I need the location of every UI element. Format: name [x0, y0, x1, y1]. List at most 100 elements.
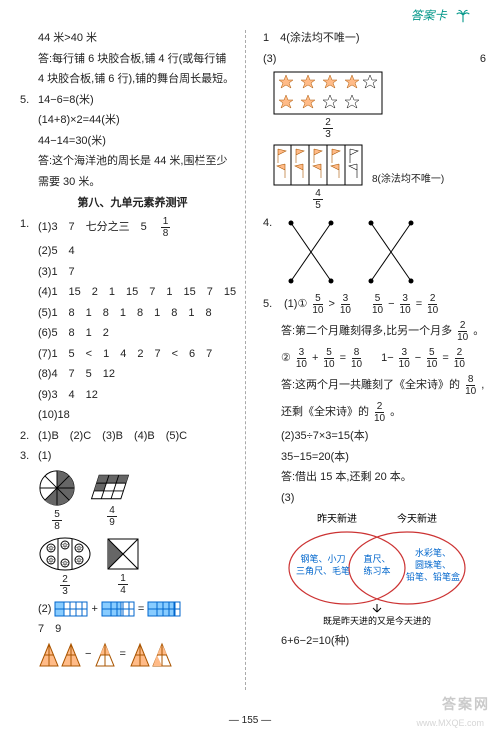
text: 答:借出 15 本,还剩 20 本。 [263, 469, 486, 486]
venn-m2: 练习本 [363, 565, 390, 576]
flags-box: 45 [273, 144, 363, 211]
text: (9)3 4 12 [20, 387, 245, 404]
text: (5)1 8 1 8 1 8 1 8 1 8 [20, 305, 245, 322]
num: 5. [263, 296, 281, 313]
text: 35−15=20(本) [263, 449, 486, 466]
num: 3. [20, 448, 38, 465]
fraction: 58 [52, 509, 62, 532]
left-column: 44 米>40 米 答:每行铺 6 块胶合板,铺 4 行(或每行铺 4 块胶合板… [20, 30, 253, 694]
venn-r3: 铅笔、铅笔盒 [406, 571, 460, 582]
svg-text:伞: 伞 [62, 542, 68, 550]
text: 4 块胶合板,铺 6 行),铺的舞台周长最短。 [20, 71, 245, 88]
text: (8)4 7 5 12 [20, 366, 245, 383]
text: 8(涂法均不唯一) [372, 170, 444, 185]
fraction: 210 [452, 347, 467, 370]
pie-icon [38, 469, 76, 507]
text: 答:每行铺 6 块胶合板,铺 4 行(或每行铺 [20, 51, 245, 68]
fraction: 510 [321, 347, 336, 370]
text: (3) [263, 51, 276, 68]
text: (1)3 7 七分之三 5 18 [38, 216, 170, 239]
page-header: 答案卡 [0, 0, 500, 30]
text: 1 4(涂法均不唯一) [263, 30, 486, 47]
text: 44 米>40 米 [20, 30, 245, 47]
fraction: 810 [463, 374, 478, 397]
text: (2)35÷7×3=15(本) [263, 428, 486, 445]
tri-icon [94, 642, 116, 668]
venn-l1: 钢笔、小刀 [300, 553, 345, 564]
oval-icon: 伞 伞 伞 伞 伞 伞 [38, 536, 92, 572]
venn-left-title: 昨天新进 [317, 512, 357, 525]
q5-1: 5. (1)① 510 > 310 510 − 310 = 210 [263, 293, 486, 316]
text: 6+6−2=10(种) [263, 633, 486, 650]
text: (1)① [284, 296, 307, 313]
num: 5. [20, 92, 38, 109]
pie-5-8: 58 [38, 469, 76, 532]
flags-row: 45 8(涂法均不唯一) [273, 144, 486, 211]
svg-text:伞: 伞 [62, 560, 68, 568]
num: 4. [263, 215, 281, 232]
bar-icon [54, 601, 88, 617]
watermark: 答案网 [442, 694, 490, 714]
venn-right-title: 今天新进 [397, 512, 437, 525]
text: (1) [38, 448, 51, 465]
text: 答:第二个月雕刻得多,比另一个月多 210 。 [263, 320, 486, 343]
text: (6)5 8 1 2 [20, 325, 245, 342]
text: 还剩《全宋诗》的 210 。 [263, 401, 486, 424]
square-icon [106, 537, 140, 571]
q2: 2. (1)B (2)C (3)B (4)B (5)C [20, 428, 245, 445]
venn-diagram: 昨天新进 今天新进 钢笔、小刀 三角尺、毛笔 直尺、 练习本 水彩笔、 圆珠笔、… [277, 510, 486, 633]
tri-icon [129, 642, 173, 668]
text: 14−6=8(米) [38, 92, 94, 109]
fraction: 45 [313, 188, 323, 211]
q3: 3. (1) [20, 448, 245, 465]
fraction: 310 [294, 347, 309, 370]
q3-fig1: 58 49 [38, 469, 245, 532]
svg-text:伞: 伞 [48, 545, 54, 553]
q3-triangles: − = [20, 642, 245, 668]
q3-3: (3) 6 [263, 51, 486, 68]
fraction: 23 [60, 574, 70, 597]
text: 答:这个海洋池的周长是 44 米,围栏至少 [20, 153, 245, 170]
q3-2: (2) + = [20, 601, 245, 618]
svg-text:伞: 伞 [48, 557, 54, 565]
oval-2-3: 伞 伞 伞 伞 伞 伞 23 [38, 536, 92, 597]
fraction: 14 [118, 573, 128, 596]
bar-icon [147, 601, 181, 617]
venn-m1: 直尺、 [363, 553, 390, 564]
flags-icon [273, 144, 363, 186]
grid-4-9: 49 [90, 473, 134, 528]
text: (3)1 7 [20, 264, 245, 281]
section-title: 第八、九单元素养测评 [20, 194, 245, 210]
matching-diagram [281, 215, 431, 289]
bar-icon [101, 601, 135, 617]
num: 2. [20, 428, 38, 445]
page-number: — 155 — [229, 715, 271, 726]
fraction: 510 [370, 293, 385, 316]
svg-text:伞: 伞 [76, 557, 82, 565]
fraction: 310 [397, 347, 412, 370]
stars-box: 23 [273, 71, 383, 140]
text: 答:这两个月一共雕刻了《全宋诗》的 810 , [263, 374, 486, 397]
text: 7 9 [20, 621, 245, 638]
watermark-url: www.MXQE.com [416, 718, 484, 728]
text: (2)5 4 [20, 243, 245, 260]
q4: 4. [263, 215, 486, 289]
fraction: 210 [455, 320, 470, 343]
venn-l2: 三角尺、毛笔 [296, 565, 350, 576]
text: (3) [263, 490, 486, 507]
fraction: 310 [398, 293, 413, 316]
venn-icon: 昨天新进 今天新进 钢笔、小刀 三角尺、毛笔 直尺、 练习本 水彩笔、 圆珠笔、… [277, 510, 477, 630]
fraction: 210 [425, 293, 440, 316]
text: 6 [480, 51, 486, 68]
palm-icon [454, 6, 472, 27]
header-title: 答案卡 [411, 9, 447, 23]
stars-icon [273, 71, 383, 115]
text: (7)1 5 < 1 4 2 7 < 6 7 [20, 346, 245, 363]
num: 1. [20, 216, 38, 233]
text: 需要 30 米。 [20, 174, 245, 191]
venn-bottom: 既是昨天进的又是今天进的 [323, 615, 431, 626]
square-1-4: 14 [106, 537, 140, 596]
fraction: 510 [310, 293, 325, 316]
fraction: 810 [349, 347, 364, 370]
venn-r1: 水彩笔、 [415, 547, 451, 558]
